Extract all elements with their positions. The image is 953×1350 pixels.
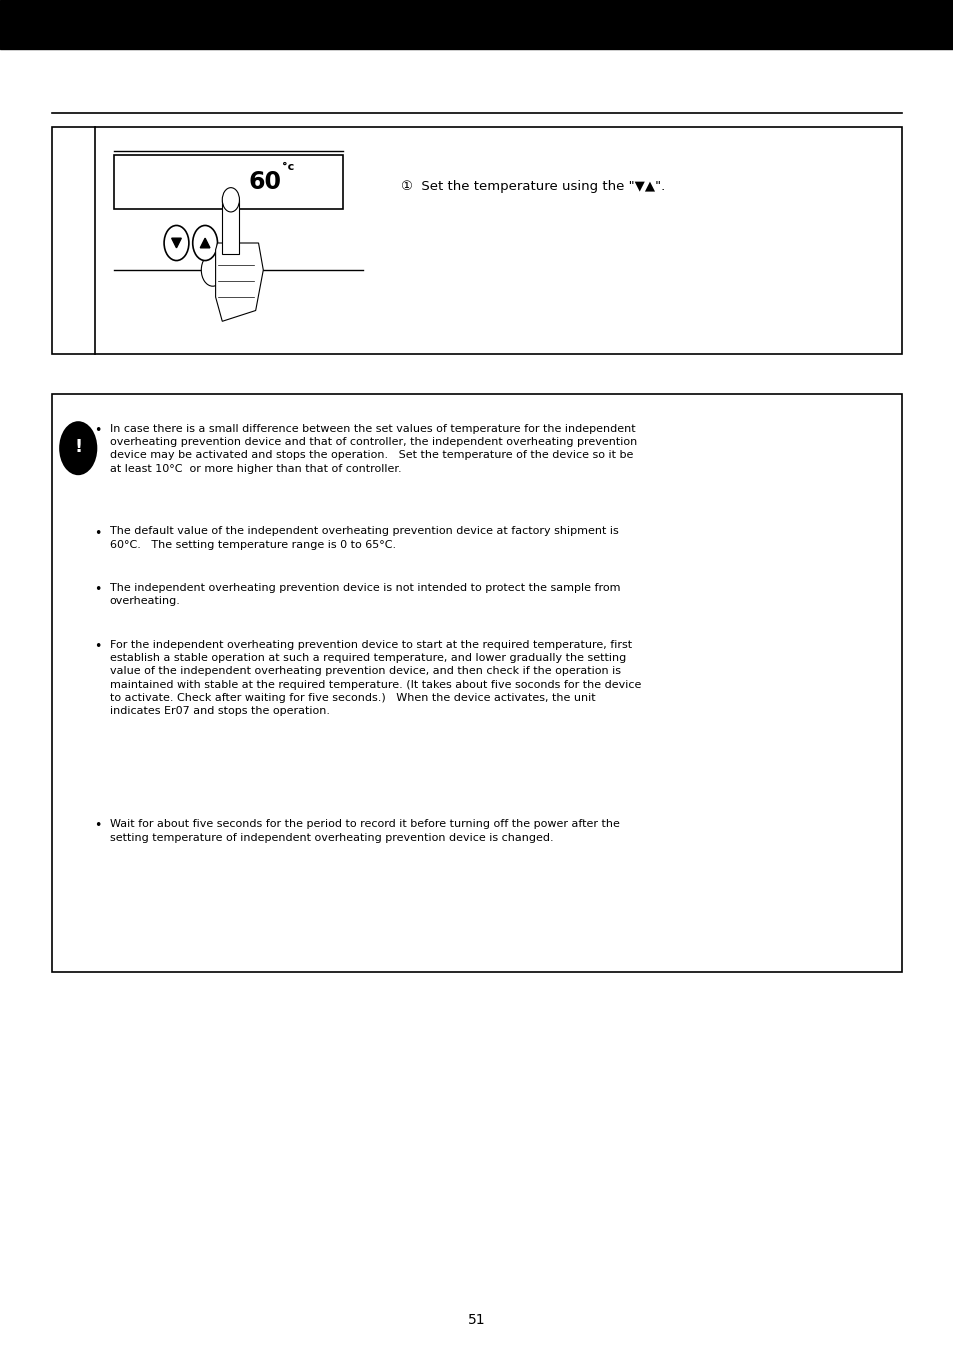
Circle shape bbox=[201, 254, 224, 286]
Text: •: • bbox=[94, 526, 102, 540]
Text: 60: 60 bbox=[248, 170, 281, 194]
Text: •: • bbox=[94, 424, 102, 437]
Polygon shape bbox=[215, 243, 263, 321]
Text: In case there is a small difference between the set values of temperature for th: In case there is a small difference betw… bbox=[110, 424, 637, 474]
Text: •: • bbox=[94, 583, 102, 597]
Polygon shape bbox=[200, 238, 210, 248]
Text: The default value of the independent overheating prevention device at factory sh: The default value of the independent ove… bbox=[110, 526, 618, 549]
Text: 51: 51 bbox=[468, 1314, 485, 1327]
Circle shape bbox=[222, 188, 239, 212]
Bar bbox=[0, 0, 953, 49]
Text: The independent overheating prevention device is not intended to protect the sam: The independent overheating prevention d… bbox=[110, 583, 619, 606]
Circle shape bbox=[193, 225, 217, 261]
Text: !: ! bbox=[74, 437, 82, 456]
Text: °c: °c bbox=[282, 162, 294, 173]
Text: ①  Set the temperature using the "▼▲".: ① Set the temperature using the "▼▲". bbox=[400, 180, 664, 193]
Polygon shape bbox=[172, 238, 181, 248]
Text: For the independent overheating prevention device to start at the required tempe: For the independent overheating preventi… bbox=[110, 640, 640, 716]
Circle shape bbox=[59, 421, 97, 475]
Circle shape bbox=[164, 225, 189, 261]
Text: •: • bbox=[94, 819, 102, 833]
Text: •: • bbox=[94, 640, 102, 653]
Bar bbox=[52, 127, 901, 354]
Bar bbox=[52, 394, 901, 972]
Bar bbox=[222, 200, 239, 254]
Text: Wait for about five seconds for the period to record it before turning off the p: Wait for about five seconds for the peri… bbox=[110, 819, 618, 842]
Bar bbox=[114, 155, 343, 209]
